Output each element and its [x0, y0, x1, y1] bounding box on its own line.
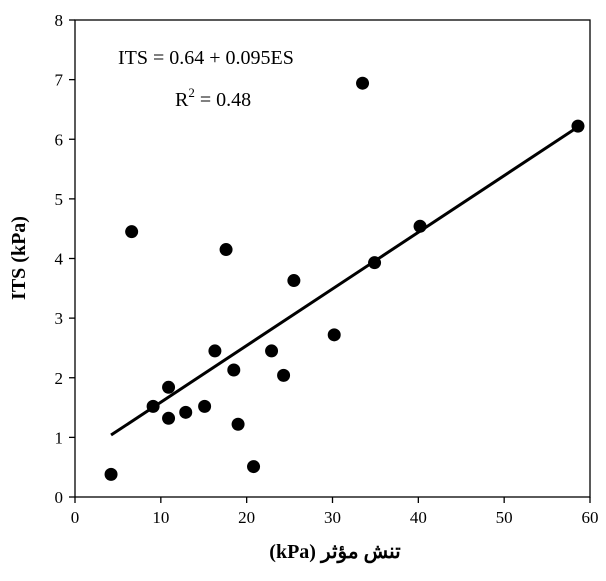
data-point: [104, 467, 118, 481]
y-tick-label: 3: [55, 309, 64, 328]
data-point: [327, 328, 341, 342]
r-squared-value: = 0.48: [195, 89, 251, 111]
x-tick-label: 0: [71, 508, 80, 527]
data-point: [356, 76, 370, 90]
data-point: [265, 344, 279, 358]
y-tick-label: 8: [55, 11, 64, 30]
x-axis: 0 10 20 30 40 50 60: [71, 497, 599, 527]
x-tick-label: 60: [582, 508, 599, 527]
data-point: [162, 380, 176, 394]
equation-annotation: ITS = 0.64 + 0.095ES: [118, 47, 294, 69]
data-point: [413, 219, 427, 233]
trendline-group: [110, 125, 579, 437]
y-axis-title: ITS (kPa): [8, 216, 30, 300]
x-axis-title: تنش مؤثر (kPa): [269, 541, 401, 564]
trendline: [110, 125, 579, 437]
data-point: [287, 274, 301, 288]
data-point: [571, 119, 585, 133]
data-point: [208, 344, 222, 358]
x-tick-label: 20: [238, 508, 255, 527]
x-tick-label: 50: [496, 508, 513, 527]
data-points: [104, 76, 585, 481]
data-point: [146, 399, 160, 413]
x-tick-label: 40: [410, 508, 427, 527]
data-point: [247, 460, 261, 474]
data-point: [162, 411, 176, 425]
y-tick-label: 5: [55, 190, 64, 209]
r-squared-letter: R: [175, 89, 189, 111]
data-point: [125, 225, 139, 239]
data-point: [179, 405, 193, 419]
data-point: [227, 363, 241, 377]
data-point: [277, 368, 291, 382]
data-point: [219, 243, 233, 257]
y-tick-label: 0: [55, 488, 64, 507]
data-point: [231, 417, 245, 431]
y-tick-label: 4: [55, 250, 64, 269]
r-squared-superscript: 2: [188, 85, 195, 100]
r-squared-annotation: R2 = 0.48: [175, 85, 251, 111]
plot-area: [74, 19, 591, 498]
plot-border: [74, 19, 591, 498]
y-axis: 0 1 2 3 4 5 6 7 8: [55, 11, 75, 507]
y-tick-label: 7: [55, 71, 64, 90]
y-tick-label: 1: [55, 428, 64, 447]
y-tick-label: 2: [55, 369, 64, 388]
x-tick-label: 10: [152, 508, 169, 527]
data-point: [198, 399, 212, 413]
y-tick-label: 6: [55, 130, 64, 149]
data-point: [368, 256, 382, 270]
x-tick-label: 30: [324, 508, 341, 527]
